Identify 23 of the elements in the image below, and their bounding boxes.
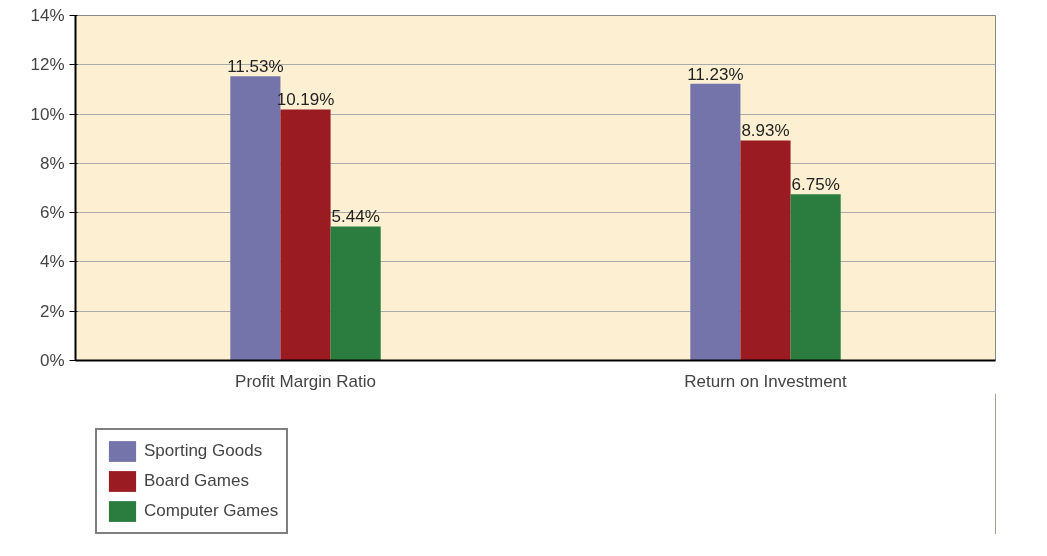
bar <box>330 226 381 361</box>
y-tick-label: 6% <box>39 203 65 223</box>
bar <box>740 140 791 361</box>
bar <box>280 109 331 361</box>
legend-label: Sporting Goods <box>144 441 263 461</box>
y-tick-label: 4% <box>39 252 65 272</box>
bar <box>790 194 841 361</box>
y-tick-label: 12% <box>30 55 65 75</box>
data-label: 11.23% <box>687 64 744 84</box>
x-tick-label: Return on Investment <box>684 371 848 391</box>
y-tick-label: 8% <box>39 153 65 173</box>
y-tick-label: 0% <box>39 351 65 370</box>
legend-label: Computer Games <box>144 501 279 521</box>
y-tick-label: 14% <box>30 6 65 25</box>
data-label: 8.93% <box>741 121 790 141</box>
y-tick-label: 2% <box>39 301 65 321</box>
x-tick-label: Profit Margin Ratio <box>235 371 376 391</box>
bar <box>690 83 741 361</box>
data-label: 5.44% <box>331 207 380 227</box>
legend-label: Board Games <box>144 471 249 491</box>
y-tick-label: 10% <box>30 104 65 124</box>
data-label: 11.53% <box>227 57 284 77</box>
data-label: 6.75% <box>791 175 840 195</box>
